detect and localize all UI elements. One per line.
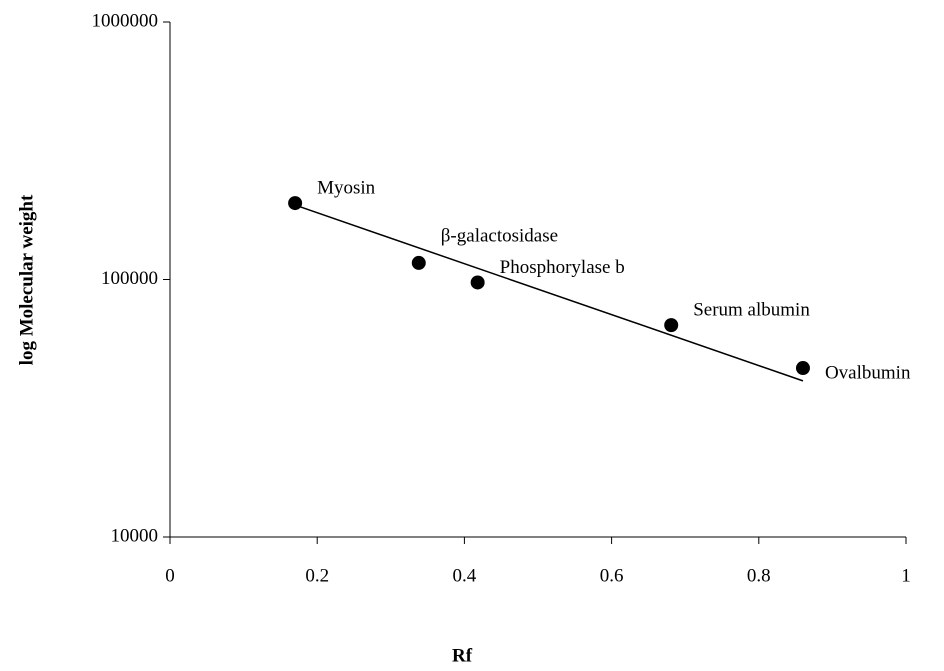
data-point [664,318,679,333]
y-tick-label: 1000000 [92,10,159,31]
x-tick-label: 0 [165,565,175,586]
x-tick-label: 0.2 [305,565,329,586]
data-point [795,361,810,376]
y-tick-label: 10000 [111,525,159,546]
x-tick-label: 0.8 [747,565,771,586]
point-label: β-galactosidase [441,225,558,246]
point-label: Serum albumin [693,299,810,320]
data-point [470,275,485,290]
x-axis-label: Rf [452,645,473,666]
x-tick-label: 0.6 [600,565,624,586]
point-label: Myosin [317,177,376,198]
data-point [411,255,426,270]
point-label: Phosphorylase b [500,257,625,278]
y-tick-label: 100000 [101,268,158,289]
point-label: Ovalbumin [825,362,911,383]
x-tick-label: 0.4 [453,565,477,586]
trendline [294,204,804,382]
data-point [288,196,303,211]
y-axis-label: log Molecular weight [16,194,37,365]
x-tick-label: 1 [901,565,911,586]
